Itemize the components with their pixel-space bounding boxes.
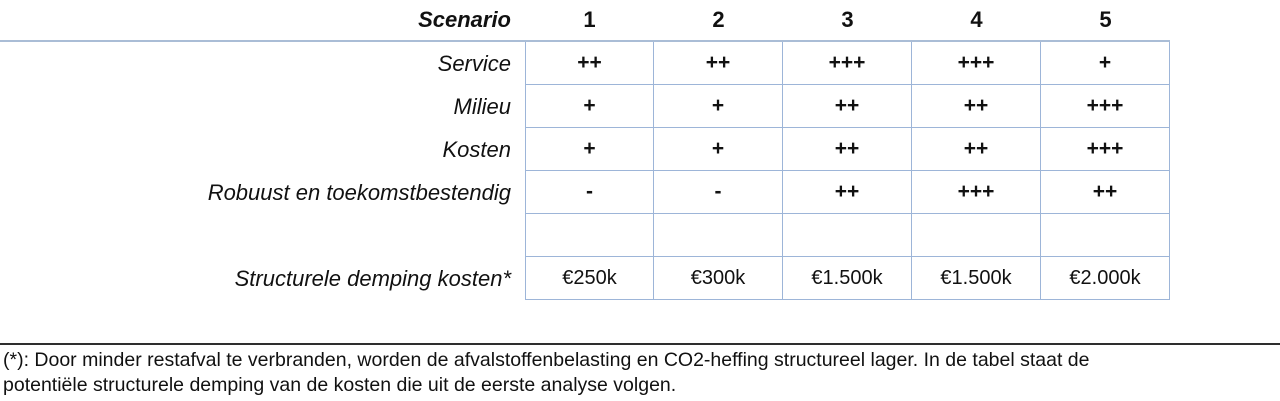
row-label: Robuust en toekomstbestendig bbox=[207, 179, 511, 205]
table-cell: €300k bbox=[654, 257, 783, 300]
table-cell bbox=[525, 214, 654, 257]
table-cell: €1.500k bbox=[783, 257, 912, 300]
footnote: (*): Door minder restafval te verbranden… bbox=[0, 343, 1280, 398]
table-cell: + bbox=[654, 128, 783, 171]
table-cell: +++ bbox=[912, 42, 1041, 85]
table-cell bbox=[1041, 214, 1170, 257]
table-cell: ++ bbox=[1041, 171, 1170, 214]
scenario-table: Scenario 1 2 3 4 5 Service ++ ++ +++ +++ + Milieu + + +… bbox=[0, 0, 1170, 300]
footnote-line-1: (*): Door minder restafval te verbranden… bbox=[3, 349, 1090, 371]
table-cell: ++ bbox=[783, 128, 912, 171]
table-cell bbox=[654, 214, 783, 257]
column-header-4: 4 bbox=[912, 0, 1041, 42]
table-cell: + bbox=[654, 85, 783, 128]
column-header-1: 1 bbox=[525, 0, 654, 42]
column-header-3: 3 bbox=[783, 0, 912, 42]
table-cell: ++ bbox=[525, 42, 654, 85]
table-cell: - bbox=[525, 171, 654, 214]
table-cell: €250k bbox=[525, 257, 654, 300]
scenario-header-label: Scenario bbox=[0, 0, 525, 42]
table-cell: €1.500k bbox=[912, 257, 1041, 300]
table-cell: ++ bbox=[783, 85, 912, 128]
table-cell bbox=[783, 214, 912, 257]
row-label bbox=[0, 214, 525, 257]
table-cell: +++ bbox=[783, 42, 912, 85]
table-cell: +++ bbox=[912, 171, 1041, 214]
table-cell: ++ bbox=[654, 42, 783, 85]
table-cell: - bbox=[654, 171, 783, 214]
table-cell: + bbox=[525, 128, 654, 171]
table-cell: + bbox=[1041, 42, 1170, 85]
table-cell: ++ bbox=[912, 85, 1041, 128]
row-label: Service bbox=[437, 50, 511, 76]
column-header-5: 5 bbox=[1041, 0, 1170, 42]
table-cell: +++ bbox=[1041, 128, 1170, 171]
row-label: Kosten bbox=[442, 136, 512, 162]
table-cell: + bbox=[525, 85, 654, 128]
column-header-2: 2 bbox=[654, 0, 783, 42]
table-cell: +++ bbox=[1041, 85, 1170, 128]
row-label: Milieu bbox=[453, 93, 511, 119]
table-cell: ++ bbox=[912, 128, 1041, 171]
footnote-line-2: potentiële structurele demping van de ko… bbox=[3, 374, 677, 396]
table-cell bbox=[912, 214, 1041, 257]
row-label: Structurele demping kosten* bbox=[234, 265, 511, 291]
table-cell: €2.000k bbox=[1041, 257, 1170, 300]
table-cell: ++ bbox=[783, 171, 912, 214]
